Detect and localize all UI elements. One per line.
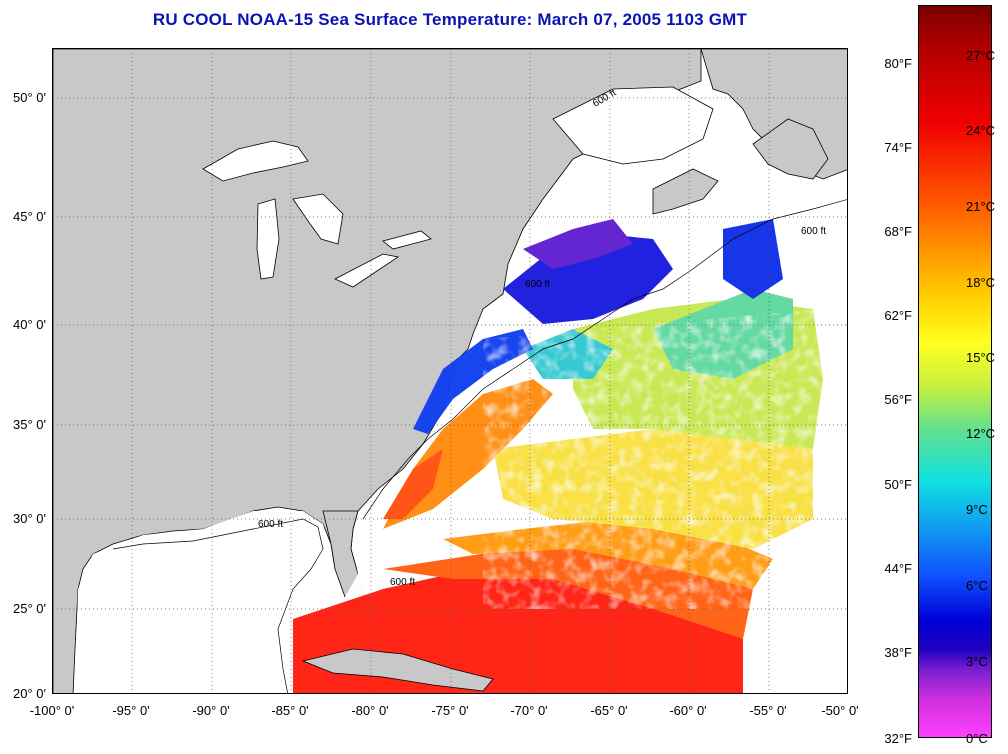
colorbar-label-fahrenheit: 74°F xyxy=(884,140,912,155)
lat-label: 40° 0' xyxy=(13,317,46,332)
lon-label: -70° 0' xyxy=(510,703,548,718)
colorbar-label-fahrenheit: 32°F xyxy=(884,731,912,746)
lon-label: -85° 0' xyxy=(271,703,309,718)
isobath-label: 600 ft xyxy=(258,519,283,530)
lon-label: -100° 0' xyxy=(29,703,75,718)
colorbar-label-fahrenheit: 62°F xyxy=(884,308,912,323)
colorbar-label-fahrenheit: 38°F xyxy=(884,645,912,660)
lon-label: -95° 0' xyxy=(112,703,150,718)
colorbar-label-celsius: 27°C xyxy=(966,48,996,63)
lon-label: -80° 0' xyxy=(351,703,389,718)
gulf-st-lawrence xyxy=(552,86,714,165)
colorbar-label-fahrenheit: 80°F xyxy=(884,56,912,71)
lon-label: -65° 0' xyxy=(590,703,628,718)
lat-label: 50° 0' xyxy=(13,90,46,105)
land-newfoundland xyxy=(752,118,829,180)
temperature-colorbar xyxy=(918,5,992,738)
lat-label: 35° 0' xyxy=(13,417,46,432)
graticule xyxy=(53,49,847,693)
colorbar-label-celsius: 21°C xyxy=(966,199,996,214)
isobath-line xyxy=(362,199,847,520)
map-title: RU COOL NOAA-15 Sea Surface Temperature:… xyxy=(152,10,748,29)
colorbar-label-celsius: 3°C xyxy=(966,654,988,669)
sst-map[interactable]: 600 ft 600 ft 600 ft 600 ft 600 ft xyxy=(52,48,848,694)
lon-label: -90° 0' xyxy=(192,703,230,718)
colorbar-label-celsius: 9°C xyxy=(966,502,988,517)
land-nova-scotia xyxy=(652,168,719,215)
lat-label: 20° 0' xyxy=(13,686,46,701)
colorbar-label-fahrenheit: 56°F xyxy=(884,392,912,407)
isobath-label: 600 ft xyxy=(390,577,415,588)
colorbar-label-fahrenheit: 68°F xyxy=(884,224,912,239)
colorbar-label-fahrenheit: 50°F xyxy=(884,477,912,492)
colorbar-label-celsius: 12°C xyxy=(966,426,996,441)
lat-label: 30° 0' xyxy=(13,511,46,526)
lake-superior xyxy=(202,140,309,182)
map-canvas: 600 ft 600 ft 600 ft 600 ft 600 ft xyxy=(53,49,847,693)
lake-huron xyxy=(292,193,344,245)
land-cuba xyxy=(301,648,494,692)
colorbar-label-celsius: 6°C xyxy=(966,578,988,593)
colorbar-label-celsius: 24°C xyxy=(966,123,996,138)
gulf-isobath-line xyxy=(112,518,324,693)
lon-label: -50° 0' xyxy=(821,703,859,718)
lake-ontario xyxy=(382,230,432,250)
lon-label: -60° 0' xyxy=(669,703,707,718)
colorbar-label-celsius: 18°C xyxy=(966,275,996,290)
lon-label: -55° 0' xyxy=(749,703,787,718)
lake-michigan xyxy=(256,198,280,280)
lat-label: 45° 0' xyxy=(13,209,46,224)
lon-label: -75° 0' xyxy=(431,703,469,718)
lake-erie xyxy=(334,253,400,288)
isobath-label: 600 ft xyxy=(801,226,826,237)
colorbar-label-celsius: 15°C xyxy=(966,350,996,365)
colorbar-label-fahrenheit: 44°F xyxy=(884,561,912,576)
colorbar-label-celsius: 0°C xyxy=(966,731,988,746)
lat-label: 25° 0' xyxy=(13,601,46,616)
isobath-label: 600 ft xyxy=(525,279,550,290)
gulf-of-mexico xyxy=(75,511,345,693)
